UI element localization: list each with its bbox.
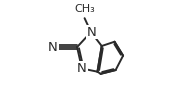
Text: CH₃: CH₃ [75,4,96,14]
Text: N: N [48,41,58,54]
Text: N: N [77,62,87,75]
Text: N: N [87,26,97,39]
